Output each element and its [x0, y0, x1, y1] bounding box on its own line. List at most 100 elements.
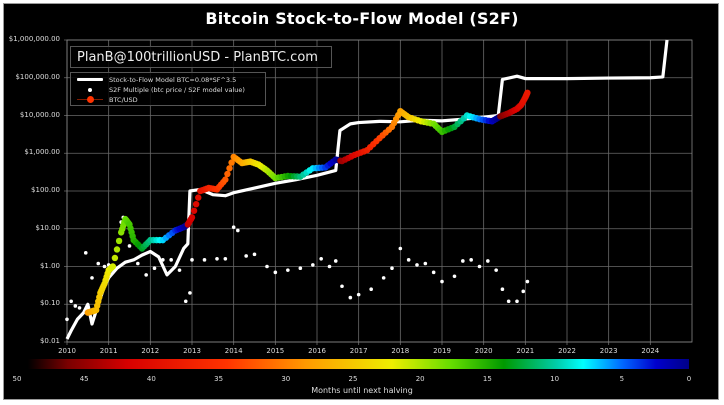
- y-tick-label: $0.01: [39, 337, 60, 345]
- s2f-multiple-point: [525, 279, 530, 284]
- y-tick-label: $10,000.00: [19, 110, 60, 119]
- s2f-multiple-point: [152, 266, 157, 271]
- colorbar-tick-label: 5: [619, 375, 625, 383]
- x-tick-label: 2024: [641, 347, 660, 355]
- btc-usd-point: [222, 176, 229, 183]
- s2f-multiple-point: [177, 268, 182, 272]
- y-tick-label: $0.10: [39, 299, 60, 308]
- plot-border: [66, 39, 693, 343]
- btc-usd-point: [224, 170, 231, 178]
- s2f-multiple-point: [348, 295, 353, 300]
- s2f-multiple-point: [494, 268, 498, 272]
- colorbar-tick-label: 0: [686, 375, 692, 383]
- btc-usd-point: [228, 159, 235, 166]
- legend-item-btc-usd: BTC/USD: [75, 95, 138, 105]
- s2f-multiple-point: [144, 273, 148, 277]
- btc-usd-point: [115, 237, 123, 245]
- s2f-multiple-point: [69, 299, 73, 304]
- colorbar: [28, 359, 689, 369]
- s2f-multiple-point: [390, 266, 394, 271]
- chart-frame: [3, 3, 719, 400]
- x-tick-label: 2015: [266, 347, 285, 355]
- s2f-multiple-point: [333, 259, 338, 263]
- s2f-multiple-point: [298, 266, 303, 271]
- x-tick-label: 2023: [599, 347, 618, 355]
- s2f-multiple-point: [398, 246, 403, 251]
- colorbar-tick-label: 50: [12, 375, 22, 383]
- s2f-multiple-point: [327, 264, 332, 269]
- btc-usd-point: [226, 165, 233, 172]
- x-tick-label: 2022: [558, 347, 576, 355]
- y-tick-label: $100.00: [31, 186, 60, 194]
- legend: Stock-to-Flow Model BTC=0.08*SF^3.5 S2F …: [70, 72, 266, 106]
- s2f-multiple-point: [136, 261, 140, 266]
- x-tick-label: 2014: [224, 347, 243, 355]
- s2f-multiple-point: [169, 258, 173, 262]
- s2f-multiple-point: [340, 284, 344, 289]
- y-tick-label: $100,000.00: [15, 72, 60, 81]
- colorbar-tick-label: 10: [550, 375, 560, 383]
- s2f-multiple-point: [452, 274, 457, 279]
- x-tick-label: 2019: [433, 347, 451, 355]
- s2f-multiple-point: [477, 264, 482, 269]
- btc-usd-point: [192, 200, 200, 208]
- btc-usd-point: [109, 263, 117, 270]
- colorbar-label: Months until next halving: [311, 386, 413, 395]
- chart-title: Bitcoin Stock-to-Flow Model (S2F): [205, 9, 519, 28]
- red-dot-swatch-icon: [77, 96, 103, 103]
- s2f-multiple-point: [252, 252, 257, 257]
- s2f-multiple-point: [83, 251, 88, 255]
- x-tick-label: 2011: [99, 347, 118, 355]
- btc-usd-point: [113, 246, 121, 253]
- legend-item-s2f-multiple: S2F Multiple (btc price / S2F model valu…: [75, 85, 245, 95]
- s2f-multiple-series: [65, 215, 530, 322]
- s2f-multiple-point: [369, 287, 373, 292]
- s2f-multiple-point: [188, 291, 192, 295]
- s2f-multiple-point: [381, 276, 386, 280]
- x-tick-label: 2018: [391, 347, 410, 355]
- s2f-multiple-point: [406, 258, 411, 262]
- s2f-multiple-point: [286, 268, 290, 272]
- s2f-multiple-point: [461, 259, 465, 263]
- s2f-multiple-point: [127, 244, 132, 248]
- colorbar-tick-label: 20: [415, 375, 425, 383]
- colorbar-tick-label: 40: [146, 375, 156, 383]
- s2f-multiple-point: [311, 263, 315, 267]
- line-swatch-icon: [77, 78, 103, 81]
- s2f-multiple-point: [521, 289, 526, 294]
- s2f-multiple-point: [183, 299, 188, 304]
- s2f-multiple-point: [77, 306, 82, 310]
- colorbar-tick-label: 15: [482, 375, 492, 383]
- s2f-multiple-point: [202, 258, 207, 262]
- s2f-multiple-point: [223, 256, 228, 261]
- y-tick-label: $1,000,000.00: [8, 35, 60, 43]
- s2f-multiple-point: [469, 258, 473, 262]
- x-tick-label: 2021: [516, 347, 535, 355]
- s2f-multiple-point: [236, 228, 240, 233]
- s2f-multiple-point: [96, 261, 101, 266]
- btc-usd-point: [111, 254, 119, 262]
- dot-swatch-icon: [88, 88, 92, 92]
- x-tick-label: 2016: [308, 347, 326, 355]
- btc-usd-point: [190, 207, 198, 214]
- s2f-multiple-point: [265, 264, 269, 269]
- s2f-multiple-point: [506, 299, 511, 304]
- s2f-multiple-point: [431, 270, 436, 275]
- y-tick-label: $1,000.00: [24, 148, 60, 157]
- colorbar-tick-label: 30: [281, 375, 291, 383]
- s2f-multiple-point: [356, 292, 361, 297]
- x-tick-label: 2010: [58, 347, 76, 355]
- s2f-multiple-point: [273, 270, 278, 275]
- s2f-multiple-point: [65, 317, 69, 322]
- btc-usd-point: [524, 89, 531, 96]
- x-tick-label: 2020: [474, 347, 493, 355]
- y-tick-label: $1.00: [39, 261, 60, 270]
- s2f-multiple-point: [319, 256, 323, 261]
- watermark: PlanB@100trillionUSD - PlanBTC.com: [70, 46, 332, 68]
- s2f-multiple-point: [73, 304, 78, 308]
- btc-usd-point: [195, 194, 202, 201]
- s2f-multiple-point: [415, 263, 419, 267]
- btc-usd-series: [84, 89, 531, 316]
- s2f-multiple-point: [486, 259, 490, 263]
